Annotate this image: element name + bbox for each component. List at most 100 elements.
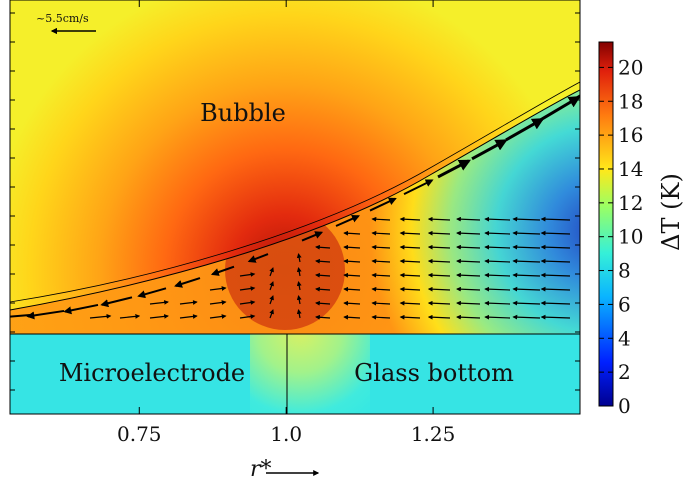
velocity-arrow [343,300,361,306]
velocity-arrow [149,314,169,319]
microelectrode-label: Microelectrode [59,359,245,387]
colorbar-label: ΔT (K) [657,173,685,251]
velocity-arrow [540,286,571,292]
velocity-arrow [427,314,451,320]
velocity-arrow [315,314,331,320]
velocity-arrow [371,314,391,320]
velocity-arrow [471,139,508,161]
velocity-arrow [484,300,511,306]
velocity-arrow [456,244,481,250]
velocity-arrow [540,216,571,222]
velocity-arrow [371,216,391,222]
velocity-arrow [343,244,361,250]
glass-bottom-label: Glass bottom [354,359,514,387]
velocity-arrow [343,272,361,278]
velocity-arrow [512,314,541,320]
velocity-arrow [343,286,361,292]
velocity-arrow [137,287,167,299]
velocity-arrow [399,230,421,236]
velocity-arrow [174,277,201,288]
velocity-arrow [296,267,302,277]
velocity-arrow [540,258,571,264]
velocity-arrow [484,272,511,278]
velocity-arrow [315,272,331,278]
y-ticks [10,12,580,391]
velocity-arrow [100,296,133,308]
velocity-arrow [539,95,580,122]
velocity-arrow [427,272,451,278]
velocity-arrow [371,300,391,306]
bubble-interface [10,89,580,311]
velocity-arrow [456,286,481,292]
colorbar-tick-label: 20 [618,55,643,79]
velocity-arrow [343,230,361,236]
velocity-arrow [399,216,421,222]
velocity-arrow [315,258,331,264]
x-axis-title: r* [250,457,272,482]
velocity-arrow [209,300,227,305]
velocity-arrow [399,258,421,264]
velocity-arrow [512,286,541,292]
colorbar-tick-label: 18 [618,89,643,113]
velocity-arrow [512,244,541,250]
velocity-arrow [456,258,481,264]
velocity-arrow [427,286,451,292]
colorbar-tick-label: 8 [618,259,631,283]
velocity-arrow [456,314,481,320]
velocity-arrow [239,300,256,305]
velocity-arrow [427,230,451,236]
velocity-arrow [209,286,227,291]
heatmap-field [10,0,580,414]
colorbar-tick-label: 4 [618,326,631,350]
velocity-arrow [484,314,511,320]
colorbar-tick-label: 16 [618,123,643,147]
velocity-arrow [540,272,571,278]
velocity-arrow [371,286,391,292]
velocity-arrow [540,230,571,236]
colorbar-tick-label: 6 [618,292,631,316]
x-tick-label: 1.25 [411,422,456,446]
x-tick-label: 0.75 [117,422,162,446]
velocity-arrow [63,303,99,315]
velocity-arrow [512,258,541,264]
scale-arrow-label: ~5.5cm/s [36,12,89,25]
velocity-arrow [505,118,545,142]
x-axis-label: r* [250,457,320,482]
velocity-arrow [484,258,511,264]
velocity-arrow [371,272,391,278]
velocity-arrow [399,272,421,278]
velocity-arrow [301,231,324,242]
velocity-arrow [239,272,256,277]
velocity-arrow [269,281,274,291]
velocity-arrow [371,244,391,250]
velocity-arrow [371,258,391,264]
velocity-arrow [247,253,269,263]
velocity-arrow [343,314,361,320]
colorbar-tick-label: 12 [618,191,643,215]
velocity-arrow [456,230,481,236]
velocity-arrow [210,265,235,276]
bubble-label: Bubble [200,99,286,127]
velocity-arrow [343,258,361,264]
velocity-arrow [239,286,256,291]
velocity-arrow [456,300,481,306]
velocity-arrow [399,314,421,320]
colorbar-gradient [598,41,614,407]
velocity-arrow [89,313,112,319]
scale-arrow: ~5.5cm/s [36,12,96,35]
velocity-arrow [484,230,511,236]
velocity-arrow [540,300,571,306]
velocity-arrow [484,216,511,222]
velocity-arrow [427,244,451,250]
colorbar-tick-label: 0 [618,394,631,418]
velocity-arrow [369,197,397,212]
velocity-arrow [484,244,511,250]
velocity-arrow [399,244,421,250]
velocity-arrow [315,286,331,292]
velocity-arrow [427,216,451,222]
colorbar-tick-label: 10 [618,225,643,249]
velocity-vectors [10,94,580,320]
x-tick-label: 1.0 [270,422,302,446]
velocity-arrow [512,230,541,236]
